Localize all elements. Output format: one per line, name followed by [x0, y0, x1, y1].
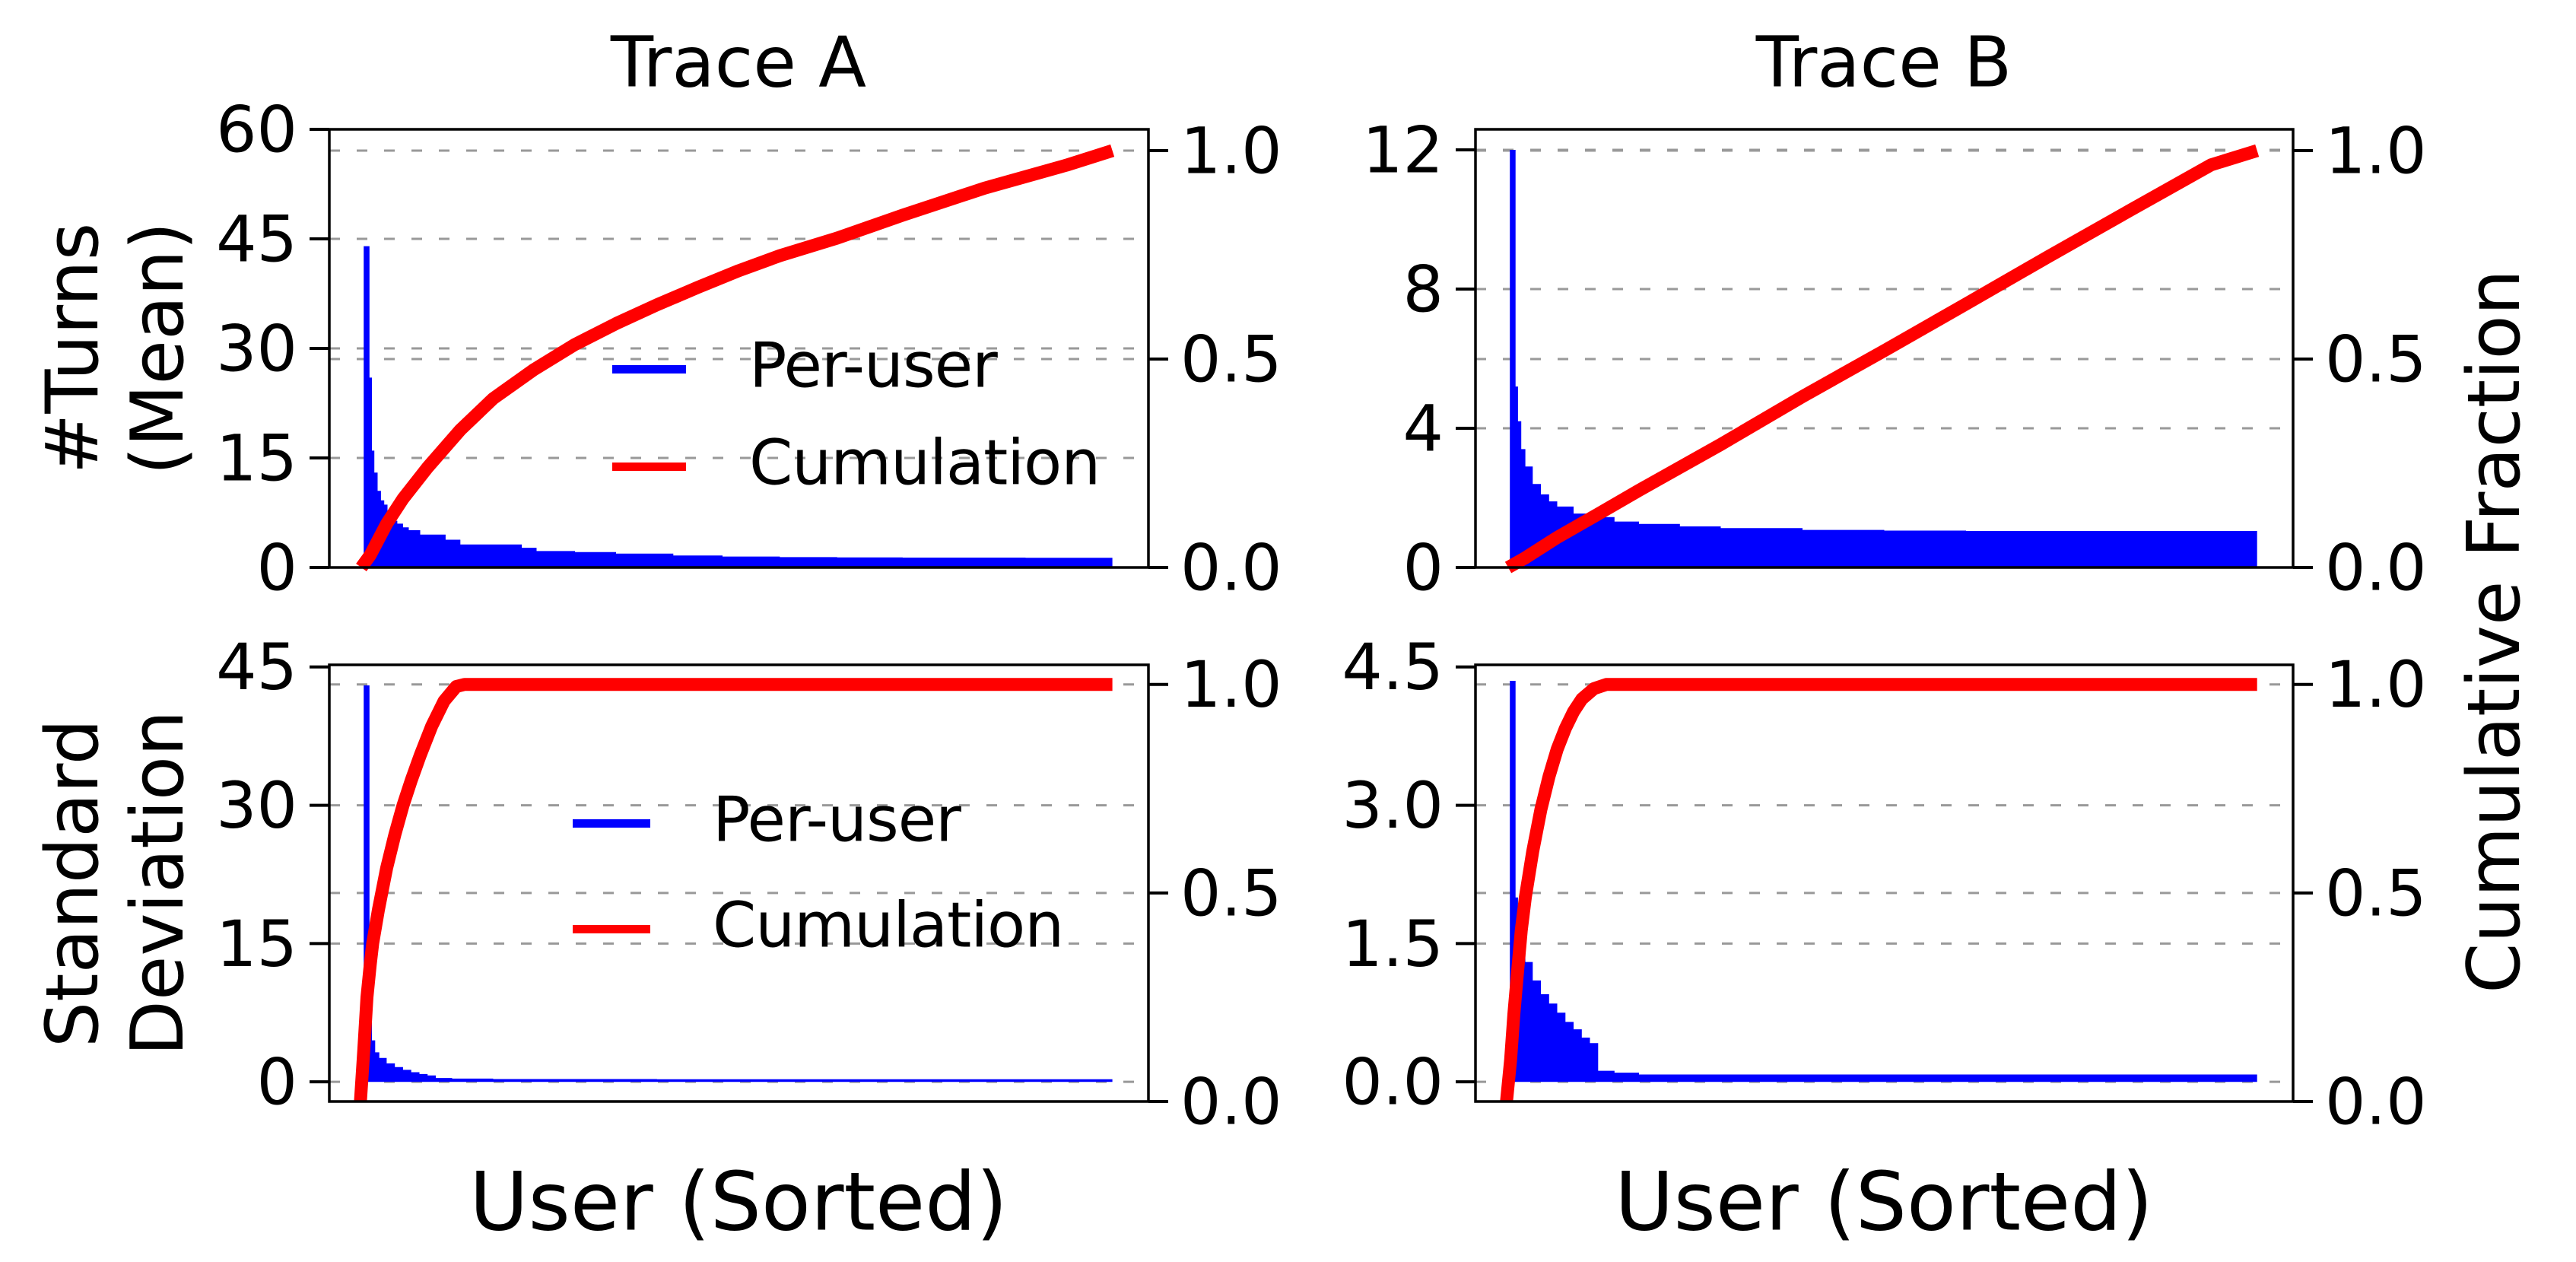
- right-tick-label: 0.0: [1180, 1064, 1282, 1139]
- y-axis-label-std-line1: Standard: [31, 718, 115, 1048]
- right-tick-label: 1.0: [2325, 647, 2427, 722]
- left-tick-label: 30: [216, 768, 297, 843]
- left-tick-label: 45: [216, 202, 297, 276]
- right-tick-label: 0.5: [2325, 856, 2427, 930]
- panel-title-trace-b: Trace B: [1755, 21, 2012, 103]
- per-user-area: [364, 685, 1113, 1082]
- left-tick-label: 0: [1403, 530, 1444, 605]
- axis-frame: [328, 128, 1150, 569]
- right-tick-label: 0.5: [1180, 322, 1282, 396]
- panel-trace-b-mean: 0 4 8 12 0.0 0.5 1.0: [1362, 113, 2426, 605]
- cumulation-line: [1500, 678, 2257, 1102]
- legend-swatch-cumulation: [612, 463, 686, 471]
- y-axis-label-std-line2: Deviation: [116, 710, 200, 1057]
- left-tick-label: 1.5: [1342, 907, 1444, 981]
- left-tick-label: 0: [257, 1045, 297, 1120]
- right-tick-label: 0.5: [2325, 322, 2427, 396]
- right-tick-label: 1.0: [1180, 113, 1282, 188]
- right-tick-label: 0.0: [1180, 530, 1282, 605]
- legend-label-per-user: Per-user: [749, 329, 998, 402]
- right-tick-label: 1.0: [2325, 113, 2427, 188]
- left-tick-label: 0.0: [1342, 1045, 1444, 1120]
- per-user-area: [1510, 681, 2257, 1082]
- right-tick-label: 0.0: [2325, 1064, 2427, 1139]
- right-tick-label: 1.0: [1180, 647, 1282, 722]
- cumulation-line: [1504, 144, 2260, 574]
- left-tick-label: 8: [1403, 252, 1444, 326]
- axis-frame: [1474, 128, 2295, 569]
- left-tick-label: 4: [1403, 391, 1444, 466]
- left-tick-label: 60: [216, 92, 297, 167]
- legend-label-cumulation: Cumulation: [713, 889, 1064, 962]
- y-axis-label-turns-line1: #Turns: [31, 222, 115, 475]
- cumulation-line: [356, 144, 1115, 571]
- right-tick-label: 0.5: [1180, 856, 1282, 930]
- y-axis-label-turns-line2: (Mean): [116, 221, 200, 475]
- left-tick-label: 4.5: [1342, 630, 1444, 704]
- axis-frame: [328, 663, 1150, 1103]
- legend-swatch-per-user: [612, 365, 686, 374]
- per-user-area: [364, 246, 1113, 567]
- left-tick-label: 15: [216, 907, 297, 981]
- right-tick-label: 0.0: [2325, 530, 2427, 605]
- legend-label-per-user: Per-user: [713, 784, 961, 857]
- left-tick-label: 0: [257, 530, 297, 605]
- left-tick-label: 3.0: [1342, 768, 1444, 843]
- panel-trace-a-mean: 0 15 30 45 60 0.0 0.5 1.0: [216, 92, 1282, 605]
- axis-frame: [1474, 663, 2295, 1103]
- cumulation-line: [354, 678, 1113, 1102]
- legend-swatch-per-user: [573, 819, 650, 828]
- panel-trace-a-std: 0 15 30 45 0.0 0.5 1.0: [216, 630, 1282, 1139]
- panel-trace-b-std: 0.0 1.5 3.0 4.5 0.0 0.5 1.0: [1342, 630, 2426, 1139]
- x-axis-label-left: User (Sorted): [469, 1155, 1008, 1249]
- panel-title-trace-a: Trace A: [610, 21, 867, 103]
- y-axis-label-standard-deviation: Standard Deviation: [30, 710, 201, 1056]
- left-tick-label: 30: [216, 311, 297, 386]
- y-axis-label-turns-mean: #Turns (Mean): [30, 222, 201, 475]
- right-axis-label-cumulative-fraction: Cumulative Fraction: [2453, 269, 2536, 993]
- left-tick-label: 12: [1362, 113, 1444, 187]
- legend-label-cumulation: Cumulation: [749, 427, 1101, 500]
- legend-swatch-cumulation: [573, 925, 650, 933]
- left-tick-label: 45: [216, 630, 297, 704]
- left-tick-label: 15: [216, 421, 297, 495]
- x-axis-label-right: User (Sorted): [1615, 1155, 2153, 1249]
